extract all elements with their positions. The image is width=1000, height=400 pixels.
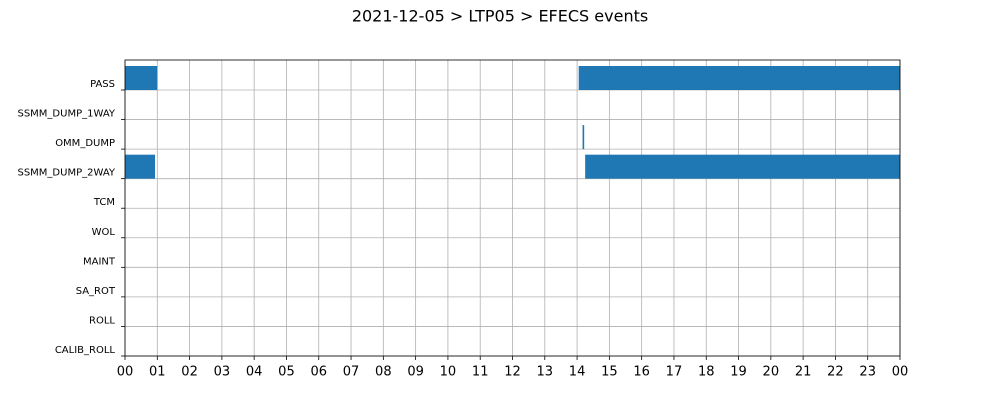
x-tick-label: 18 xyxy=(698,365,715,380)
event-bar xyxy=(585,154,900,179)
x-tick-label: 23 xyxy=(859,365,876,380)
y-tick-label: WOL xyxy=(92,227,116,238)
x-tick-label: 20 xyxy=(763,365,780,380)
x-tick-label: 19 xyxy=(730,365,747,380)
y-tick-label: SSMM_DUMP_1WAY xyxy=(17,109,115,120)
y-tick-label: CALIB_ROLL xyxy=(55,345,116,356)
y-tick-label: TCM xyxy=(93,197,115,208)
x-tick-label: 09 xyxy=(407,365,424,380)
x-tick-label: 15 xyxy=(601,365,618,380)
x-tick-label: 02 xyxy=(181,365,198,380)
x-tick-label: 13 xyxy=(537,365,554,380)
x-tick-label: 07 xyxy=(343,365,360,380)
event-bar xyxy=(582,125,585,150)
event-bar xyxy=(125,66,158,90)
x-tick-label: 05 xyxy=(278,365,295,380)
x-tick-label: 00 xyxy=(892,365,909,380)
x-tick-label: 08 xyxy=(375,365,392,380)
y-tick-label: PASS xyxy=(90,79,115,90)
event-bar xyxy=(125,154,156,179)
chart-title: 2021-12-05 > LTP05 > EFECS events xyxy=(352,7,648,26)
y-tick-label: SA_ROT xyxy=(76,286,116,297)
x-tick-label: 16 xyxy=(633,365,650,380)
x-tick-label: 01 xyxy=(149,365,166,380)
y-tick-label: OMM_DUMP xyxy=(55,138,115,149)
x-tick-label: 04 xyxy=(246,365,263,380)
x-tick-label: 00 xyxy=(117,365,134,380)
x-tick-label: 21 xyxy=(795,365,812,380)
x-tick-label: 11 xyxy=(472,365,489,380)
plot-frame xyxy=(124,59,901,357)
y-tick-label: MAINT xyxy=(83,256,116,267)
y-tick-label: SSMM_DUMP_2WAY xyxy=(17,168,115,179)
event-bar xyxy=(578,66,900,90)
x-tick-label: 06 xyxy=(310,365,327,380)
x-tick-label: 17 xyxy=(666,365,683,380)
x-tick-label: 03 xyxy=(214,365,231,380)
x-tick-label: 12 xyxy=(504,365,521,380)
y-tick-label: ROLL xyxy=(89,315,115,326)
x-tick-label: 10 xyxy=(440,365,457,380)
x-tick-label: 14 xyxy=(569,365,586,380)
x-tick-label: 22 xyxy=(827,365,844,380)
